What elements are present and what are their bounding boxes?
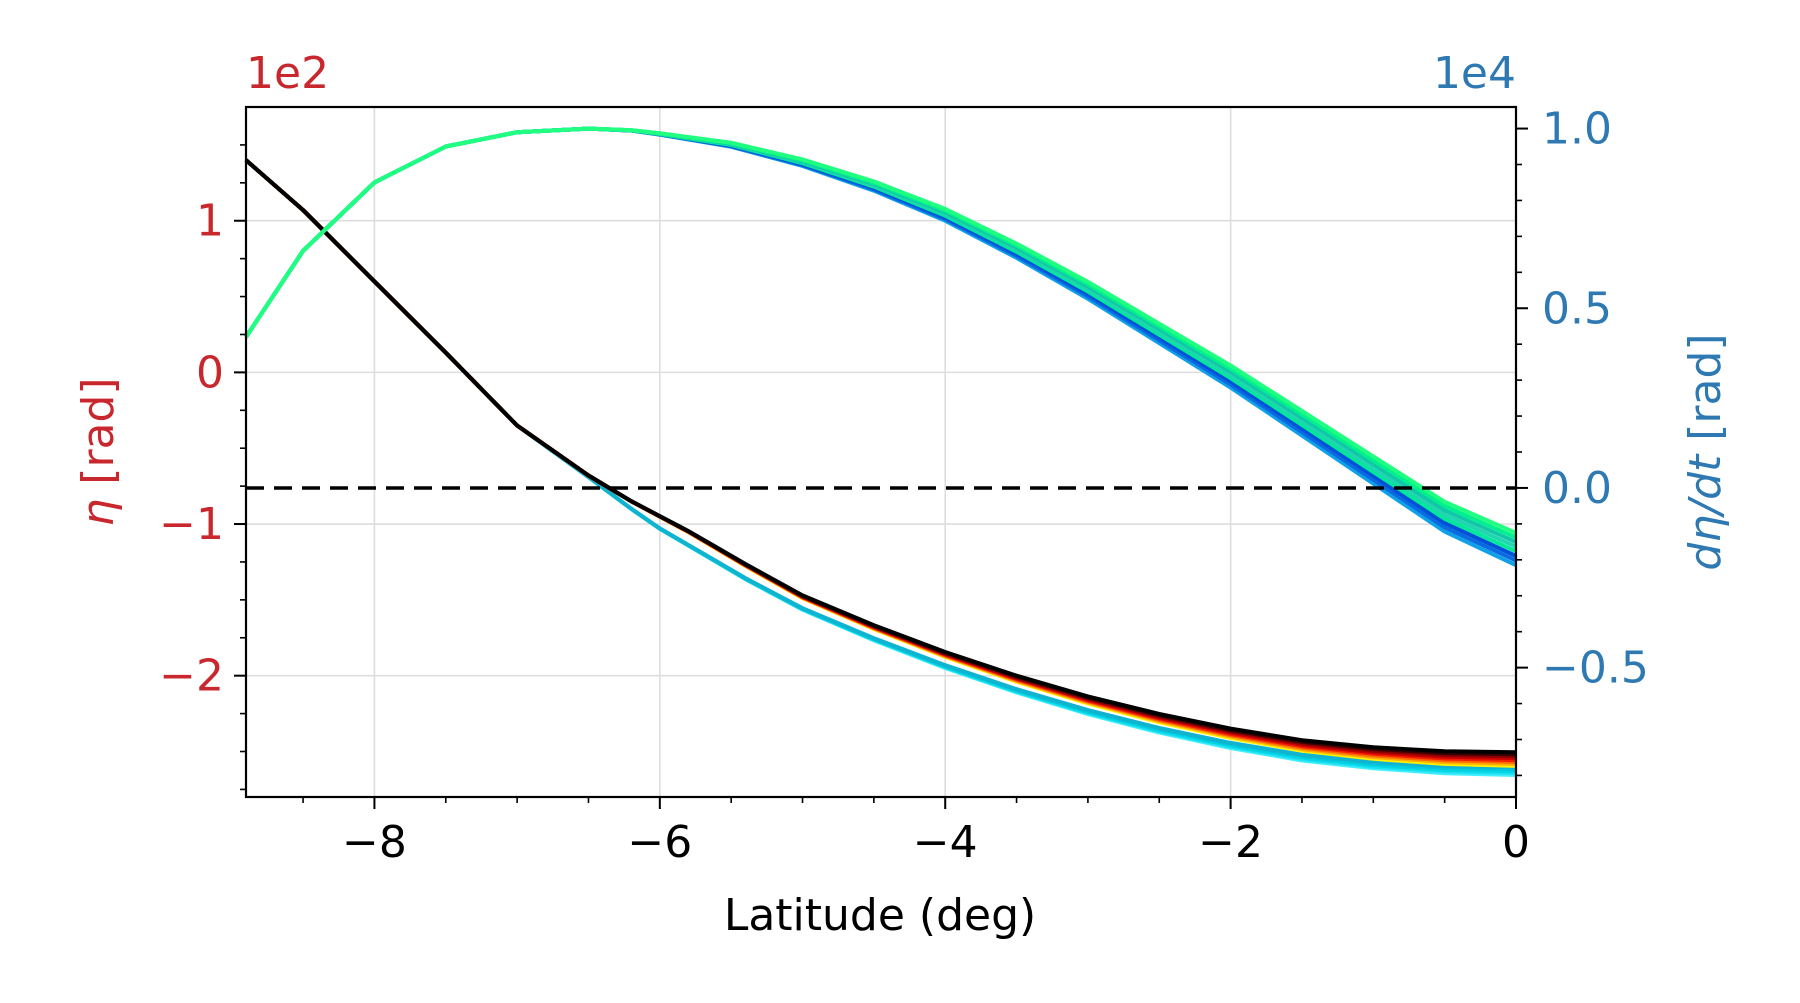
left-axis-label-unit: [rad] — [73, 377, 124, 498]
x-axis: −8 −6 −4 −2 0 — [302, 797, 1530, 868]
left-y-tick-label: −2 — [159, 651, 224, 702]
x-axis-label: Latitude (deg) — [724, 890, 1036, 941]
right-axis-label-unit: [rad] — [1680, 333, 1731, 454]
left-y-tick-label: 0 — [196, 347, 224, 398]
right-y-tick-label: 0.0 — [1542, 463, 1612, 514]
left-axis-label-symbol: η — [73, 499, 124, 527]
series-2-band — [244, 126, 1517, 568]
right-axis-multiplier: 1e4 — [1433, 48, 1516, 99]
y-axis-right: −0.5 0.0 0.5 1.0 — [1516, 104, 1649, 777]
right-y-tick-label: 1.0 — [1542, 104, 1612, 155]
left-y-tick-label: −1 — [159, 499, 224, 550]
right-axis-label-symbol: dη/dt — [1680, 453, 1731, 571]
series-0-band — [244, 158, 1517, 768]
right-y-tick-label: 0.5 — [1542, 283, 1612, 334]
x-tick-label: −2 — [1198, 817, 1263, 868]
y-axis-left: −2 −1 0 1 — [159, 144, 246, 791]
data-series — [244, 126, 1517, 777]
series-0-member-line — [244, 158, 1517, 755]
right-y-tick-label: −0.5 — [1542, 643, 1649, 694]
x-tick-label: −8 — [342, 817, 407, 868]
right-axis-label: dη/dt [rad] — [1680, 333, 1731, 570]
left-axis-multiplier: 1e2 — [246, 48, 329, 99]
left-axis-label: η [rad] — [73, 377, 124, 526]
left-y-tick-label: 1 — [196, 196, 224, 247]
x-tick-label: 0 — [1502, 817, 1530, 868]
x-tick-label: −6 — [627, 817, 692, 868]
series-2-member-line — [244, 126, 1517, 535]
x-tick-label: −4 — [913, 817, 978, 868]
